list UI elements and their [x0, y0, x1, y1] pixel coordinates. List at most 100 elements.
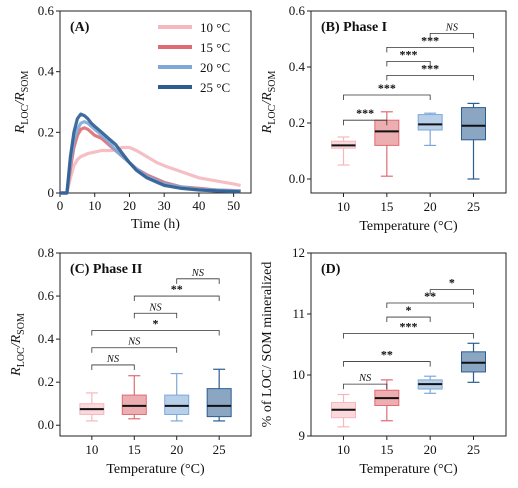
y-axis-label-part: /R	[260, 92, 275, 106]
sig-label-1: **	[171, 282, 183, 296]
x-tick-label: 25	[467, 199, 480, 214]
sig-bracket-4	[343, 361, 431, 367]
legend-label-2: 20 °C	[200, 60, 230, 75]
x-axis-label: Time (h)	[131, 217, 180, 232]
sig-bracket-0	[429, 289, 474, 295]
x-axis-label: Temperature (°C)	[359, 219, 458, 234]
y-tick-label: 0.6	[38, 288, 55, 303]
x-tick-label: 10	[337, 442, 350, 457]
x-tick-label: 10	[88, 198, 101, 213]
sig-label-1: ***	[421, 33, 439, 47]
sig-label-4: **	[381, 348, 393, 362]
y-tick-label: 0.2	[38, 124, 54, 139]
y-axis-label-part: SOM	[267, 71, 278, 93]
panel-d: 9 10 11 12 10 15 20 25 Temperature (°C) % of LOC/…	[260, 245, 507, 477]
y-tick-label: 9	[299, 428, 306, 443]
sig-bracket-2	[386, 316, 431, 323]
sig-label-5: ***	[356, 106, 374, 120]
sig-bracket-3	[343, 333, 474, 339]
y-axis-label: % of LOC/ SOM mineralized	[260, 262, 275, 428]
sig-label-0: NS	[445, 22, 459, 33]
sig-label-4: ***	[378, 81, 396, 95]
sig-bracket-0	[429, 33, 474, 39]
plot-frame	[310, 252, 507, 437]
panel-a: 0 10 20 30 40 50 0 0.2 0.4 0.6 Time (h) RLOC/RSOM (A…	[13, 3, 252, 232]
sig-bracket-2	[133, 312, 178, 319]
y-tick-label: 0.8	[38, 245, 54, 260]
sig-label-5: NS	[106, 354, 120, 365]
legend-label-0: 10 °C	[200, 20, 230, 35]
y-axis-label: RLOC/RSOM	[9, 313, 27, 377]
sig-bracket-5	[91, 364, 135, 370]
y-tick-label: 0	[48, 185, 55, 200]
y-tick-label: 0.0	[38, 417, 54, 432]
sig-bracket-1	[133, 295, 220, 302]
y-axis-label-part: /R	[13, 92, 28, 106]
sig-bracket-5	[343, 119, 388, 126]
panel-c: 0.0 0.2 0.4 0.6 0.8 10 15 20 25 Temperature (°C) R…	[9, 245, 252, 477]
y-tick-label: 11	[292, 306, 305, 321]
plot-frame	[59, 252, 252, 437]
y-tick-label: 0.4	[38, 331, 55, 346]
panel-b: 0.0 0.2 0.4 0.6 10 15 20 25 Temperature (°C) RLOC…	[260, 3, 507, 234]
x-tick-label: 15	[380, 199, 393, 214]
y-axis-label-part: /R	[9, 334, 24, 348]
x-tick-label: 0	[57, 198, 64, 213]
y-tick-label: 0.2	[289, 115, 305, 130]
sig-bracket-3	[386, 75, 474, 81]
plot-frame	[310, 10, 507, 194]
y-axis-label-text: RLOC/RSOM	[13, 71, 31, 135]
x-tick-label: 20	[424, 442, 437, 457]
legend-label-3: 25 °C	[200, 80, 230, 95]
x-tick-label: 25	[467, 442, 480, 457]
x-tick-label: 40	[192, 198, 205, 213]
x-tick-label: 20	[424, 199, 437, 214]
y-axis-label-text: RLOC/RSOM	[260, 71, 278, 135]
y-axis-label-part: LOC	[20, 104, 31, 124]
sig-label-0: NS	[191, 268, 205, 279]
y-tick-label: 0.0	[289, 171, 305, 186]
x-tick-label: 20	[170, 442, 183, 457]
y-tick-label: 0.4	[289, 59, 306, 74]
y-tick-label: 0.4	[38, 64, 55, 79]
y-tick-label: 12	[292, 245, 305, 260]
y-axis-label-part: R	[260, 124, 275, 134]
sig-bracket-0	[176, 278, 220, 284]
y-axis-label-part: SOM	[20, 71, 31, 93]
x-tick-label: 30	[158, 198, 171, 213]
y-axis-label-text: % of LOC/ SOM mineralized	[260, 262, 275, 428]
box-iqr-3	[206, 388, 232, 418]
x-tick-label: 10	[85, 442, 98, 457]
y-axis-label-part: SOM	[16, 313, 27, 335]
sig-label-0: *	[449, 276, 455, 290]
y-tick-label: 0.6	[38, 3, 55, 18]
box-iqr-1	[121, 394, 147, 415]
y-axis-label-text: RLOC/RSOM	[9, 313, 27, 377]
sig-bracket-1	[386, 47, 474, 53]
y-tick-label: 0.6	[289, 3, 306, 18]
sig-label-3: *	[153, 317, 159, 331]
sig-bracket-4	[343, 94, 431, 100]
sig-bracket-4	[91, 347, 178, 353]
sig-label-5: NS	[358, 373, 372, 384]
y-axis-label: RLOC/RSOM	[13, 71, 31, 135]
sig-label-2: NS	[148, 302, 162, 313]
y-tick-label: 0.2	[38, 374, 54, 389]
y-axis-label-part: LOC	[267, 104, 278, 124]
x-tick-label: 50	[227, 198, 240, 213]
x-tick-label: 10	[337, 199, 350, 214]
y-axis-label: RLOC/RSOM	[260, 71, 278, 135]
series-line-0	[60, 145, 241, 195]
sig-label-2: *	[406, 303, 412, 317]
panel-title: (C) Phase II	[70, 262, 142, 277]
y-tick-label: 10	[292, 367, 305, 382]
x-tick-label: 15	[380, 442, 393, 457]
box-iqr-3	[461, 107, 486, 141]
y-axis-label-part: R	[13, 124, 28, 134]
box-iqr-2	[164, 394, 190, 415]
sig-label-4: NS	[127, 337, 141, 348]
y-axis-label-part: R	[9, 367, 24, 377]
sig-label-2: ***	[400, 47, 418, 61]
panel-title: (A)	[70, 20, 90, 35]
